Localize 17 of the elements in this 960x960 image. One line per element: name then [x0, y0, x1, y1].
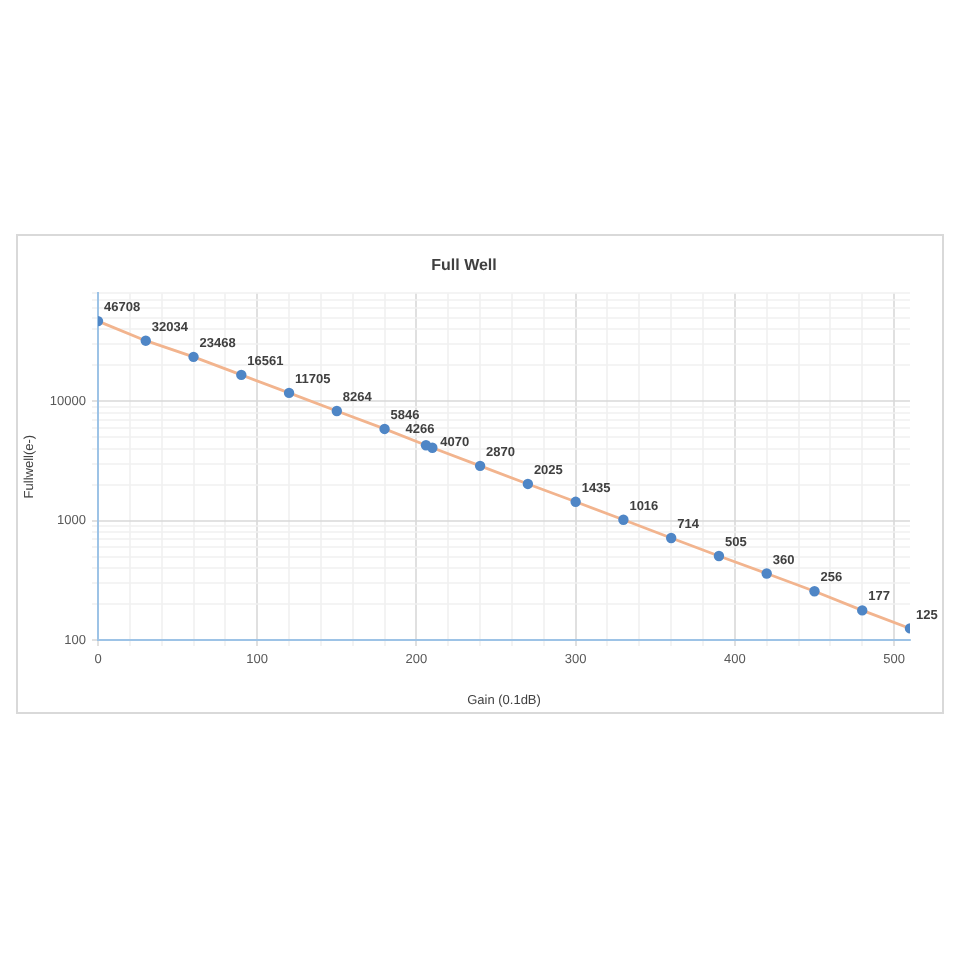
point — [140, 335, 151, 346]
point — [188, 351, 199, 363]
point — [761, 568, 772, 579]
point — [857, 605, 868, 616]
point — [618, 514, 629, 525]
point — [283, 387, 295, 399]
point — [331, 405, 343, 417]
point — [570, 496, 581, 507]
chart-title: Full Well — [431, 256, 497, 275]
point — [236, 369, 247, 381]
point — [474, 460, 486, 472]
point — [427, 442, 438, 453]
point — [379, 423, 390, 435]
point — [665, 532, 677, 544]
point — [713, 550, 725, 562]
point — [522, 478, 534, 490]
point — [809, 586, 820, 597]
